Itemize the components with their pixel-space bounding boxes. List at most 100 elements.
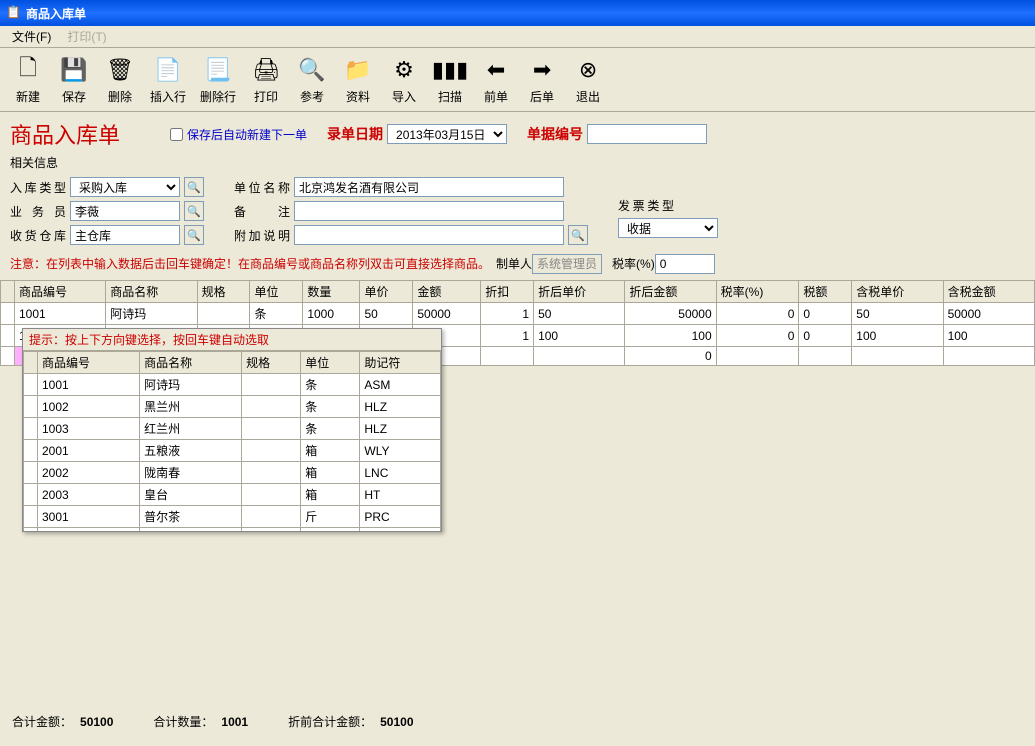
tool-打印[interactable]: 🖨打印	[244, 52, 288, 107]
tool-label: 删除	[108, 88, 132, 105]
pre-disc-label: 折前合计金额：	[288, 715, 372, 729]
tool-icon: 📄	[152, 54, 184, 86]
remark-input[interactable]	[294, 201, 564, 221]
tool-前单[interactable]: ⬅ 前单	[474, 52, 518, 107]
extra-input[interactable]	[294, 225, 564, 245]
auto-new-check[interactable]	[170, 128, 183, 141]
tool-退出[interactable]: ⊗退出	[566, 52, 610, 107]
invoice-select[interactable]: 收据	[618, 218, 718, 238]
popup-column-header[interactable]: 单位	[301, 352, 360, 374]
doc-title: 商品入库单	[10, 118, 120, 150]
total-amount: 50100	[80, 715, 113, 729]
date-label: 录单日期	[327, 124, 383, 144]
column-header[interactable]: 规格	[197, 281, 250, 303]
maker-input	[532, 254, 602, 274]
tool-icon: 🗋	[12, 54, 44, 86]
tool-新建[interactable]: 🗋新建	[6, 52, 50, 107]
menu-bar: 文件(F) 打印(T)	[0, 26, 1035, 48]
column-header[interactable]: 单价	[360, 281, 413, 303]
table-row[interactable]: 1001阿诗玛条1000505000015050000005050000	[1, 303, 1035, 325]
menu-print[interactable]: 打印(T)	[59, 26, 114, 47]
pre-disc: 50100	[380, 715, 413, 729]
tool-资料[interactable]: 📁资料	[336, 52, 380, 107]
tool-保存[interactable]: 💾保存	[52, 52, 96, 107]
popup-row[interactable]: 1001阿诗玛条ASM	[24, 374, 441, 396]
form-area: 商品入库单 保存后自动新建下一单 录单日期 2013年03月15日 单据编号 相…	[0, 112, 1035, 280]
doc-no-input[interactable]	[587, 124, 707, 144]
total-qty: 1001	[221, 715, 248, 729]
tool-扫描[interactable]: ▮▮▮扫描	[428, 52, 472, 107]
remark-label: 备 注	[234, 203, 290, 220]
tax-label: 税率(%)	[612, 255, 655, 272]
warehouse-input[interactable]	[70, 225, 180, 245]
column-header[interactable]: 税额	[799, 281, 852, 303]
in-type-select[interactable]: 采购入库	[70, 177, 180, 197]
auto-new-checkbox[interactable]: 保存后自动新建下一单	[170, 126, 307, 143]
popup-row[interactable]: 2001五粮液箱WLY	[24, 440, 441, 462]
tool-icon: 🗑	[104, 54, 136, 86]
tool-label: 导入	[392, 88, 416, 105]
invoice-label: 发票类型	[618, 197, 674, 214]
tool-icon: 🔍	[296, 54, 328, 86]
tool-label: 参考	[300, 88, 324, 105]
popup-row[interactable]: 1002黑兰州条HLZ	[24, 396, 441, 418]
tool-删除行[interactable]: 📃删除行	[194, 52, 242, 107]
column-header[interactable]: 税率(%)	[716, 281, 799, 303]
popup-column-header[interactable]: 助记符	[360, 352, 441, 374]
extra-label: 附加说明	[234, 227, 290, 244]
column-header[interactable]: 数量	[303, 281, 360, 303]
column-header[interactable]: 商品编号	[15, 281, 106, 303]
column-header[interactable]: 单位	[250, 281, 303, 303]
sales-lookup-icon[interactable]: 🔍	[184, 201, 204, 221]
tool-参考[interactable]: 🔍 参考	[290, 52, 334, 107]
popup-row[interactable]: 3002碧螺春茶斤BLC	[24, 528, 441, 532]
popup-scroll[interactable]: 商品编号商品名称规格单位助记符1001阿诗玛条ASM1002黑兰州条HLZ100…	[23, 351, 441, 531]
tool-删除[interactable]: 🗑 删除	[98, 52, 142, 107]
tool-icon: ➡	[526, 54, 558, 86]
tax-input[interactable]	[655, 254, 715, 274]
tool-导入[interactable]: ⚙ 导入	[382, 52, 426, 107]
total-qty-label: 合计数量：	[153, 715, 213, 729]
tool-icon: ⬅	[480, 54, 512, 86]
extra-lookup-icon[interactable]: 🔍	[568, 225, 588, 245]
column-header[interactable]: 折扣	[481, 281, 534, 303]
window-title: 商品入库单	[26, 5, 86, 22]
popup-row[interactable]: 1003红兰州条HLZ	[24, 418, 441, 440]
tool-label: 打印	[254, 88, 278, 105]
column-header[interactable]: 折后金额	[625, 281, 716, 303]
column-header[interactable]: 商品名称	[106, 281, 197, 303]
column-header[interactable]: 折后单价	[534, 281, 625, 303]
date-select[interactable]: 2013年03月15日	[387, 124, 507, 144]
tool-label: 插入行	[150, 88, 186, 105]
column-header[interactable]: 金额	[413, 281, 481, 303]
unit-input[interactable]	[294, 177, 564, 197]
tool-icon: 💾	[58, 54, 90, 86]
tool-icon: 📁	[342, 54, 374, 86]
popup-column-header[interactable]: 商品名称	[140, 352, 242, 374]
tool-label: 删除行	[200, 88, 236, 105]
info-label: 相关信息	[10, 154, 1025, 171]
popup-row[interactable]: 2002陇南春箱LNC	[24, 462, 441, 484]
in-type-lookup-icon[interactable]: 🔍	[184, 177, 204, 197]
popup-table[interactable]: 商品编号商品名称规格单位助记符1001阿诗玛条ASM1002黑兰州条HLZ100…	[23, 351, 441, 531]
tool-插入行[interactable]: 📄 插入行	[144, 52, 192, 107]
window-titlebar: 📋 商品入库单	[0, 0, 1035, 26]
column-header[interactable]: 含税金额	[943, 281, 1034, 303]
popup-column-header[interactable]: 商品编号	[38, 352, 140, 374]
toolbar: 🗋新建💾保存🗑 删除 📄 插入行 📃删除行🖨打印🔍 参考 📁资料⚙ 导入 ▮▮▮扫描⬅ 前单 ➡后单…	[0, 48, 1035, 112]
sales-input[interactable]	[70, 201, 180, 221]
tool-label: 扫描	[438, 88, 462, 105]
menu-file[interactable]: 文件(F)	[4, 26, 59, 47]
column-header[interactable]: 含税单价	[852, 281, 943, 303]
tool-icon: ⚙	[388, 54, 420, 86]
popup-row[interactable]: 3001普尔茶斤PRC	[24, 506, 441, 528]
app-icon: 📋	[6, 5, 22, 21]
popup-hint: 提示：按上下方向键选择，按回车键自动选取	[23, 329, 441, 351]
tool-label: 前单	[484, 88, 508, 105]
sales-label: 业 务 员	[10, 203, 66, 220]
popup-row[interactable]: 2003皇台箱HT	[24, 484, 441, 506]
in-type-label: 入库类型	[10, 179, 66, 196]
tool-后单[interactable]: ➡后单	[520, 52, 564, 107]
warehouse-lookup-icon[interactable]: 🔍	[184, 225, 204, 245]
popup-column-header[interactable]: 规格	[242, 352, 301, 374]
